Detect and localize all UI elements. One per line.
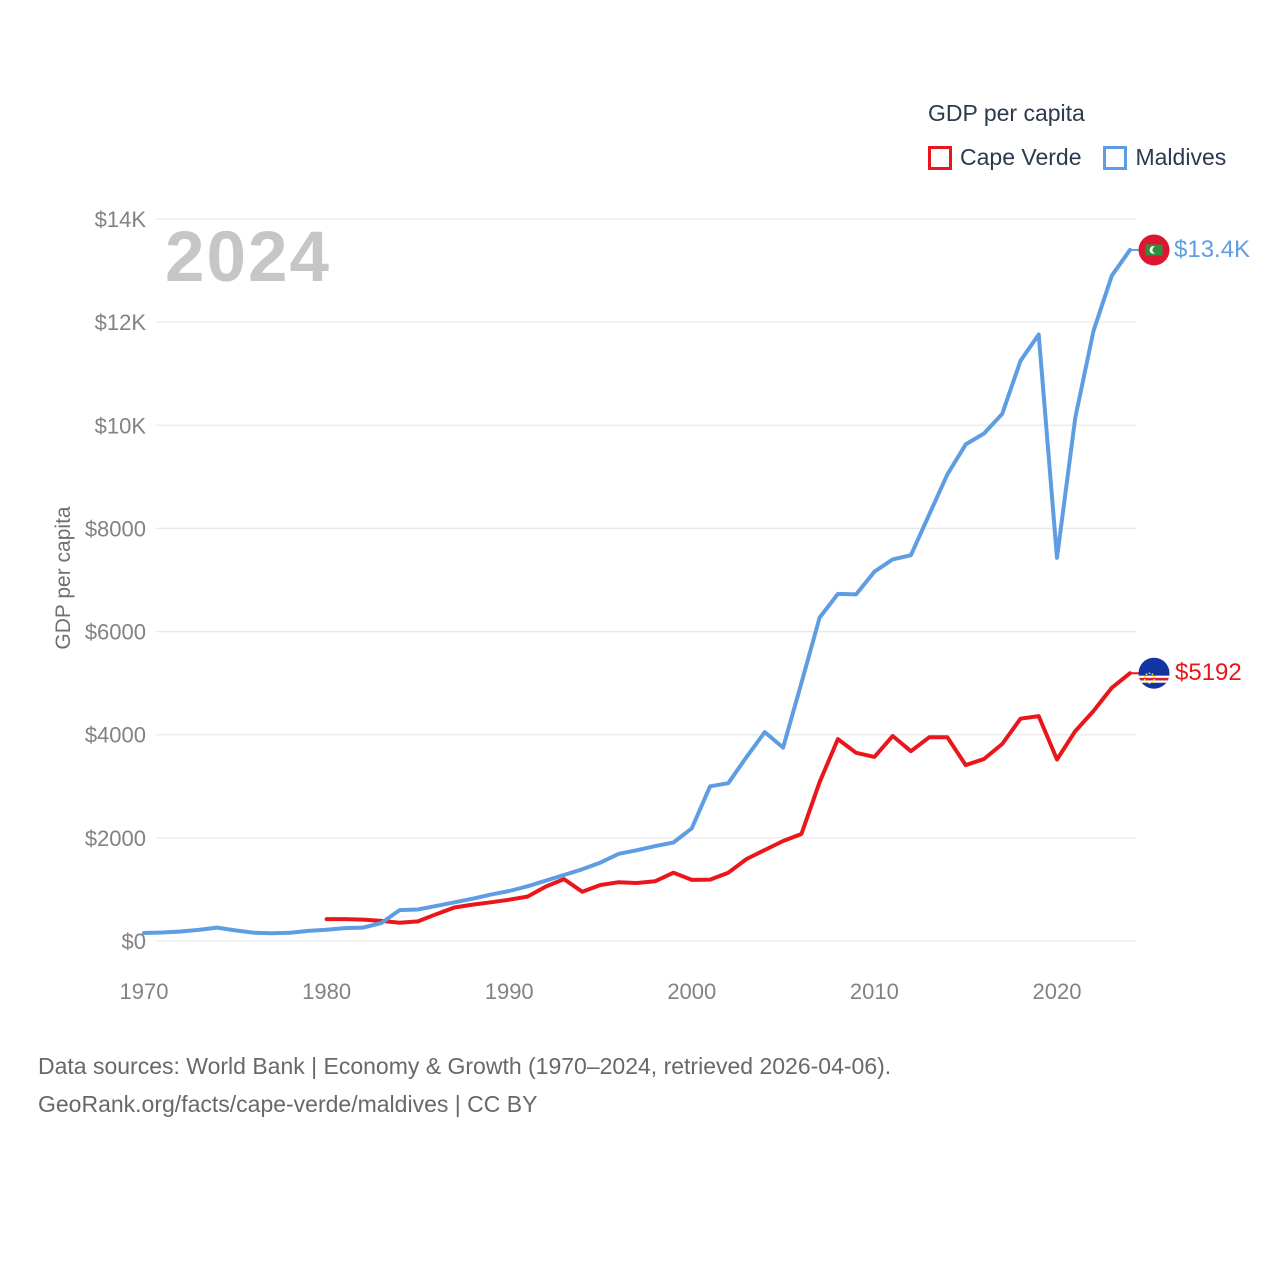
x-tick-label: 1990 [485,979,534,1004]
x-tick-label: 1970 [120,979,169,1004]
y-tick-label: $8000 [85,516,146,541]
y-tick-label: $0 [122,929,146,954]
year-watermark: 2024 [165,218,331,297]
y-tick-label: $12K [95,310,147,335]
y-tick-label: $4000 [85,723,146,748]
legend-items: Cape Verde Maldives [928,144,1258,171]
series-line-maldives [142,247,1132,936]
legend-title: GDP per capita [928,100,1085,126]
legend-label-maldives: Maldives [1135,144,1227,170]
cape-verde-swatch-icon [928,145,952,170]
y-tick-label: $2000 [85,826,146,851]
license-line: GeoRank.org/facts/cape-verde/maldives | … [38,1091,538,1117]
maldives-swatch-icon [1103,145,1128,170]
legend-item-cape-verde[interactable]: Cape Verde [928,144,1081,171]
data-sources-line: Data sources: World Bank | Economy & Gro… [38,1053,892,1079]
y-tick-label: $14K [95,207,147,232]
legend-item-maldives[interactable]: Maldives [1103,144,1226,171]
cape-verde-end-value: $5192 [1175,659,1242,687]
y-tick-label: $10K [95,413,147,438]
source-attribution: Data sources: World Bank | Economy & Gro… [38,1047,891,1123]
series-line-cape-verde [324,671,1132,925]
x-tick-label: 1980 [302,979,351,1004]
legend-label-cape-verde: Cape Verde [960,144,1082,170]
x-tick-label: 2020 [1033,979,1082,1004]
x-tick-label: 2000 [667,979,716,1004]
maldives-flag-icon [1138,234,1170,266]
x-tick-label: 2010 [850,979,899,1004]
chart-legend: GDP per capita Cape Verde Maldives [928,100,1258,171]
maldives-end-value: $13.4K [1174,235,1251,263]
y-tick-label: $6000 [85,620,146,645]
cape-verde-flag-icon [1138,657,1170,689]
